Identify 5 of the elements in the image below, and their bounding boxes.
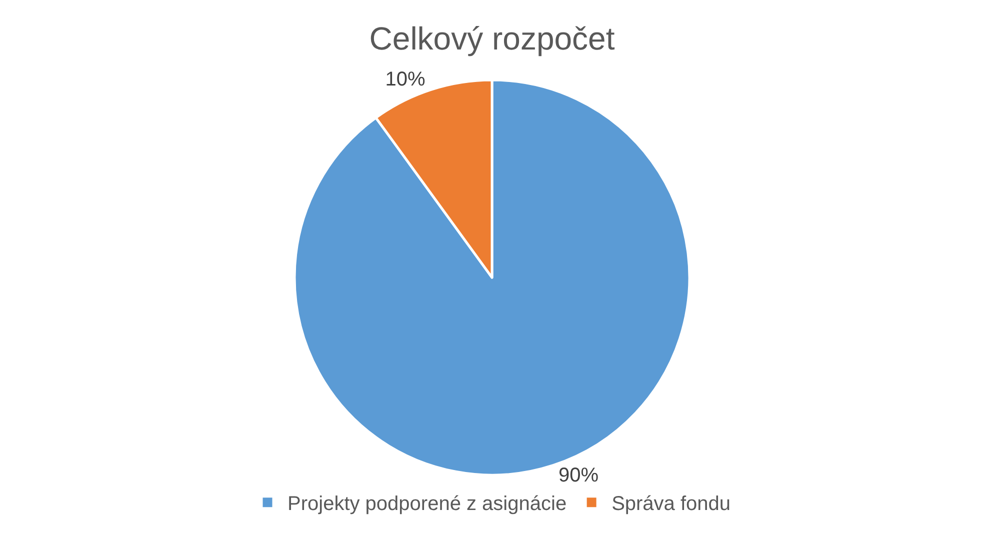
legend-label: Správa fondu bbox=[612, 493, 731, 516]
legend-label: Projekty podporené z asignácie bbox=[288, 493, 567, 516]
chart-title: Celkový rozpočet bbox=[369, 20, 615, 57]
data-label: 90% bbox=[558, 464, 599, 486]
data-label: 10% bbox=[385, 68, 426, 91]
